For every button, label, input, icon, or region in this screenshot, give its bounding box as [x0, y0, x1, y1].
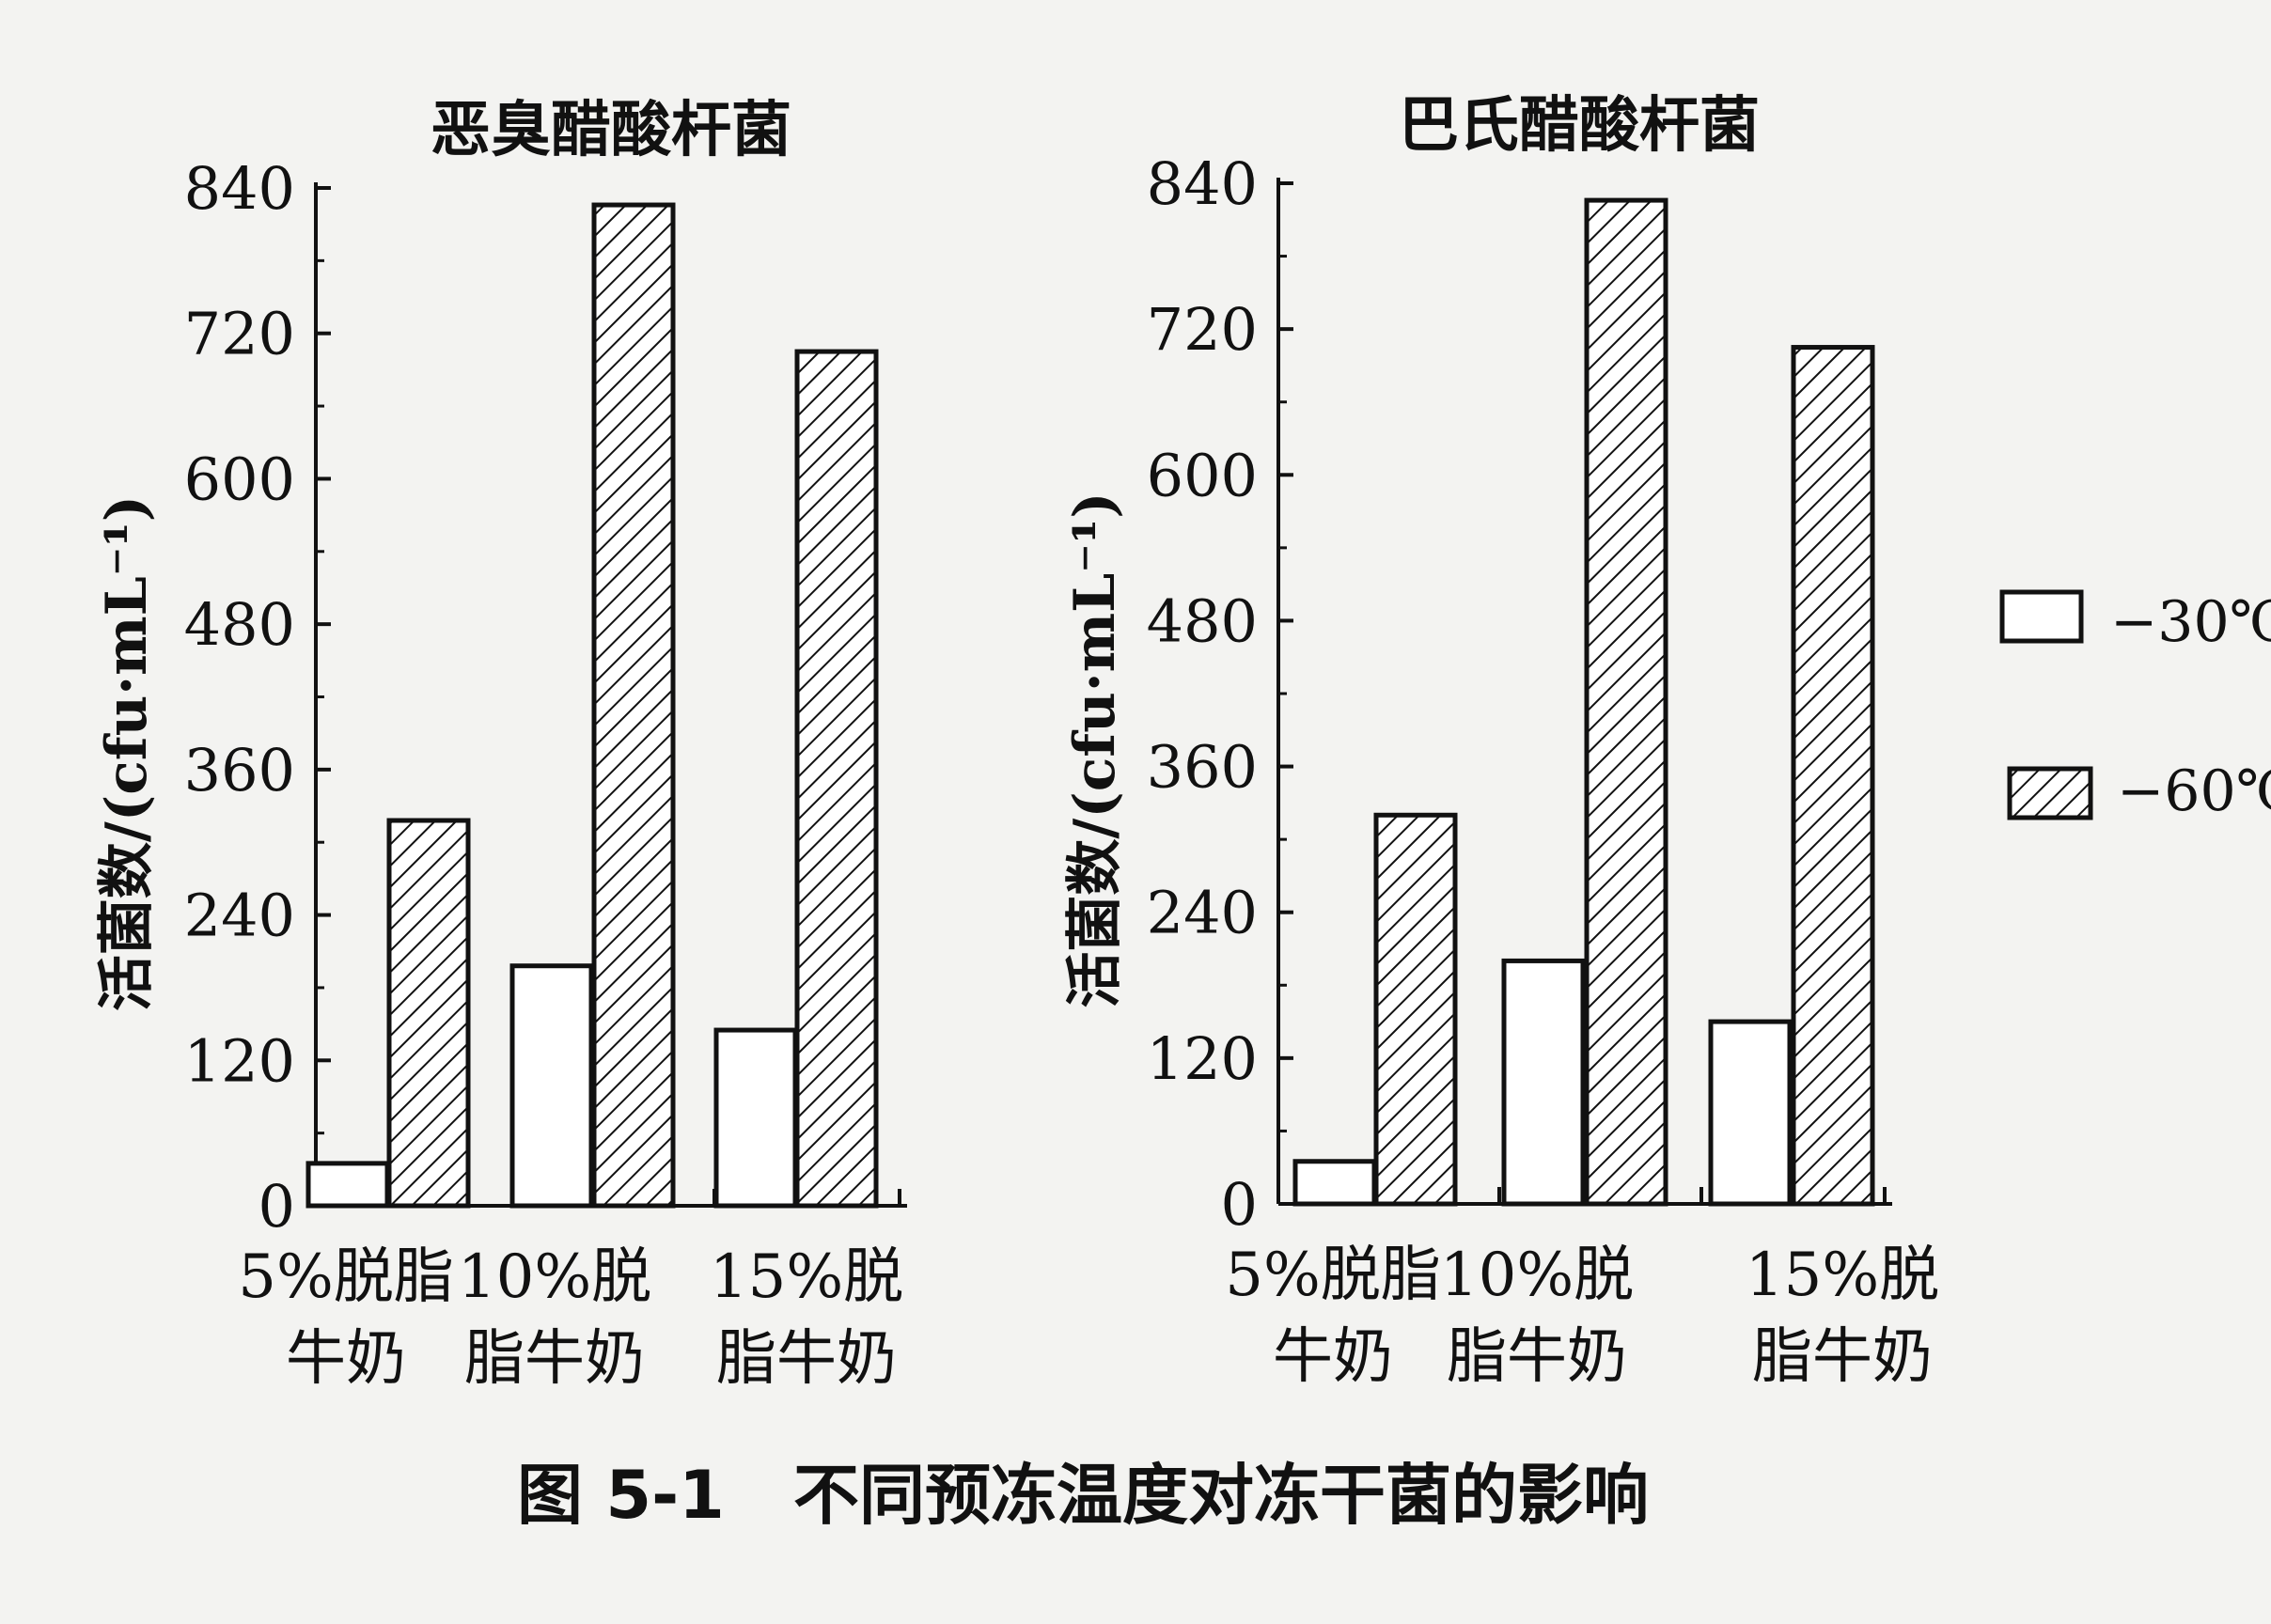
left-y-tick-label: 120 [184, 1026, 295, 1095]
right-y-tick-label: 840 [1147, 149, 1258, 218]
left-category-label: 脂牛奶 [464, 1324, 645, 1394]
left-y-axis-label: 活菌数/(cfu·mL⁻¹) [94, 495, 160, 1011]
right-bar-minus30-3 [1708, 1019, 1793, 1207]
left-category-label: 5%脱脂 [238, 1242, 454, 1312]
left-y-tick-label: 840 [184, 154, 295, 223]
figure-caption: 图 5-1 不同预冻温度对冻干菌的影响 [517, 1457, 1649, 1534]
right-category-label: 牛奶 [1273, 1322, 1393, 1392]
left-category-label: 脂牛奶 [716, 1324, 897, 1394]
right-category-label: 脂牛奶 [1752, 1322, 1933, 1392]
right-category-label: 10%脱 [1440, 1241, 1634, 1310]
left-bar-minus30-1 [305, 1161, 390, 1209]
legend-swatch-minus60 [2007, 766, 2093, 820]
right-y-tick-label: 0 [1221, 1170, 1258, 1239]
right-bar-minus30-2 [1501, 958, 1586, 1207]
left-category-label: 10%脱 [458, 1242, 651, 1312]
left-chart-title: 恶臭醋酸杆菌 [431, 96, 791, 165]
right-y-tick-label: 600 [1147, 441, 1258, 509]
right-bar-minus60-1 [1373, 812, 1458, 1207]
left-y-tick-label: 480 [184, 590, 295, 659]
left-y-tick-label: 360 [184, 736, 295, 804]
left-bar-minus60-1 [386, 818, 471, 1209]
left-bar-minus60-3 [794, 349, 879, 1209]
right-bar-minus30-1 [1292, 1159, 1377, 1207]
right-y-tick-label: 360 [1147, 733, 1258, 802]
right-chart-title: 巴氏醋酸杆菌 [1399, 91, 1760, 161]
right-bar-minus60-3 [1791, 345, 1875, 1207]
left-y-tick-label: 240 [184, 882, 295, 950]
right-y-tick-label: 240 [1147, 879, 1258, 947]
legend-swatch-minus30 [1999, 589, 2084, 644]
left-category-label: 牛奶 [286, 1324, 406, 1394]
left-y-tick-label: 720 [184, 300, 295, 368]
left-bar-minus30-3 [713, 1027, 798, 1209]
right-bar-minus60-2 [1584, 197, 1668, 1207]
right-category-label: 5%脱脂 [1225, 1241, 1441, 1310]
left-y-tick-label: 0 [258, 1172, 295, 1241]
right-y-tick-label: 120 [1147, 1024, 1258, 1093]
left-y-tick-label: 600 [184, 445, 295, 513]
legend: −30℃ −60℃ [1999, 589, 2271, 824]
right-category-label: 脂牛奶 [1447, 1322, 1627, 1392]
legend-label-minus30: −30℃ [2110, 589, 2271, 655]
left-bar-minus60-2 [591, 202, 676, 1209]
legend-label-minus60: −60℃ [2117, 758, 2271, 824]
right-y-tick-label: 480 [1147, 586, 1258, 655]
right-y-axis-label: 活菌数/(cfu·mL⁻¹) [1062, 492, 1128, 1007]
left-category-label: 15%脱 [710, 1242, 903, 1312]
right-category-label: 15%脱 [1746, 1241, 1939, 1310]
right-y-tick-label: 720 [1147, 295, 1258, 364]
left-bar-minus30-2 [509, 963, 594, 1209]
